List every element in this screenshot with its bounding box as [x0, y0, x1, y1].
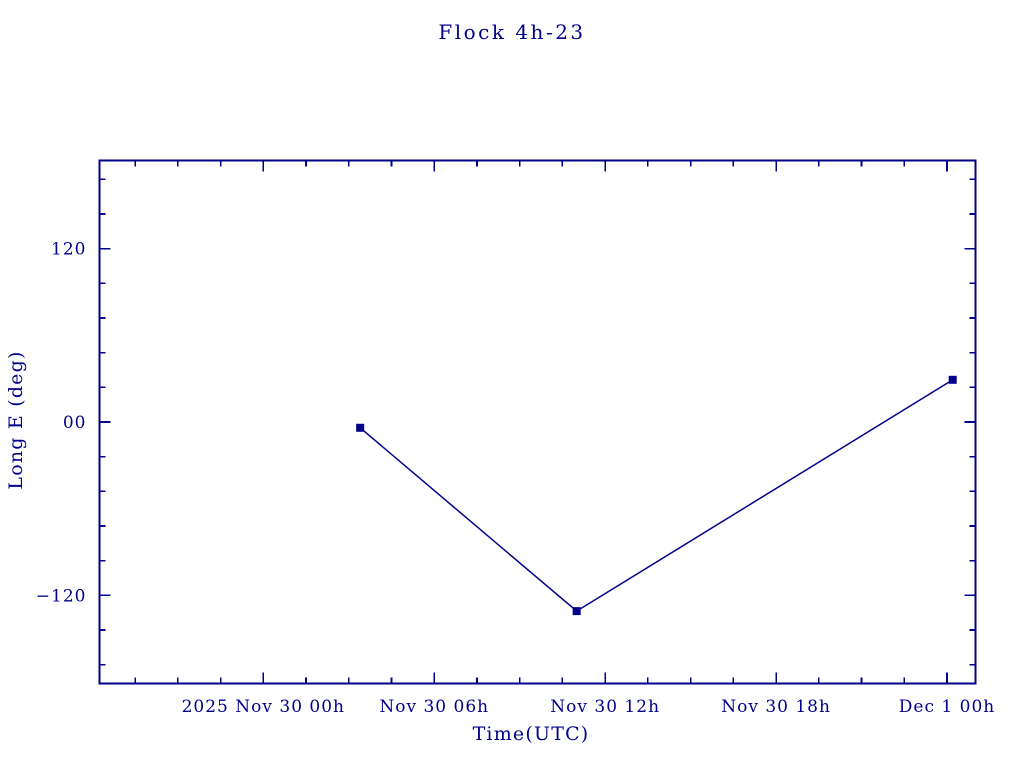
y-tick-label: −120: [36, 586, 87, 606]
y-tick-label: 120: [51, 240, 86, 260]
x-tick-label: Nov 30 06h: [379, 697, 489, 717]
data-series-line: [359, 379, 954, 613]
y-tick-label: 00: [63, 413, 87, 433]
data-point-marker: [572, 607, 581, 616]
x-axis-title: Time(UTC): [473, 723, 590, 745]
y-axis-title: Long E (deg): [5, 350, 27, 489]
plot-frame: [98, 159, 977, 685]
data-point-marker: [356, 423, 365, 432]
data-point-marker: [948, 375, 957, 384]
axis-ticks: [99, 160, 976, 684]
x-tick-label: Nov 30 12h: [550, 697, 660, 717]
x-axis-tick-labels: 2025 Nov 30 00h Nov 30 06h Nov 30 12h Nov 3…: [182, 697, 995, 717]
x-tick-label: Dec 1 00h: [899, 697, 995, 717]
y-axis-tick-labels: 120 00 −120: [36, 240, 87, 607]
x-tick-label: Nov 30 18h: [721, 697, 831, 717]
data-series-markers: [356, 375, 957, 616]
chart-title: Flock 4h-23: [438, 20, 585, 44]
x-tick-label: 2025 Nov 30 00h: [182, 697, 345, 717]
